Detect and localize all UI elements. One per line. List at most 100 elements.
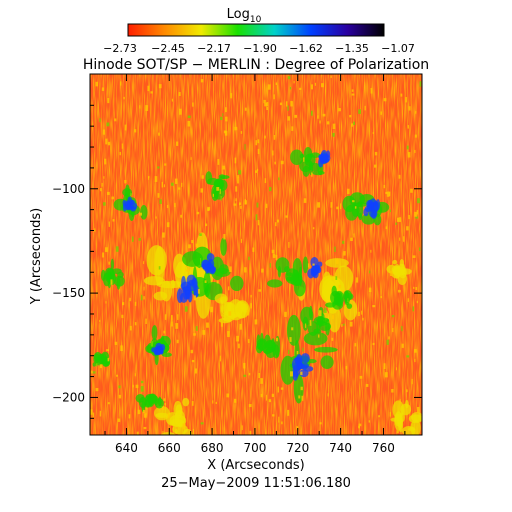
polarization-patch (100, 269, 106, 281)
texture-speck (135, 384, 139, 389)
polarization-patch (298, 266, 303, 287)
texture-speck (199, 258, 202, 265)
texture-speck (389, 412, 391, 417)
texture-speck (419, 247, 421, 251)
texture-speck (369, 270, 371, 274)
texture-speck (200, 79, 204, 83)
texture-speck (263, 99, 266, 104)
texture-speck (397, 289, 401, 293)
polarization-patch (230, 275, 244, 292)
texture-speck (162, 232, 165, 238)
texture-speck (207, 208, 210, 212)
texture-speck (134, 373, 136, 377)
texture-speck (124, 124, 127, 131)
texture-speck (95, 363, 98, 367)
texture-speck (191, 359, 195, 363)
polarization-patch (293, 373, 304, 404)
texture-speck (244, 198, 246, 205)
texture-speck (320, 83, 324, 88)
texture-speck (166, 222, 170, 228)
texture-speck (138, 238, 141, 241)
texture-speck (150, 91, 153, 94)
texture-speck (280, 387, 284, 390)
texture-speck (416, 198, 420, 204)
texture-speck (106, 349, 109, 352)
texture-speck (372, 132, 374, 135)
texture-speck (248, 404, 252, 408)
y-tick-label: −150 (52, 286, 85, 300)
colorbar: Log10 −2.73 −2.45 −2.17 −1.90 −1.62 −1.35 −1.0… (103, 7, 415, 55)
texture-speck (106, 122, 110, 127)
texture-speck (240, 238, 243, 243)
texture-speck (287, 76, 291, 80)
polarization-features (90, 75, 422, 435)
texture-speck (383, 363, 386, 370)
texture-speck (265, 203, 268, 208)
texture-speck (220, 195, 223, 201)
texture-speck (193, 333, 196, 336)
texture-speck (255, 140, 258, 146)
colorbar-tick-label: −2.45 (151, 42, 185, 55)
texture-speck (220, 116, 223, 121)
polarization-patch (346, 303, 353, 309)
polarization-patch (294, 278, 306, 297)
texture-speck (249, 430, 252, 435)
x-tick-label: 760 (372, 441, 395, 455)
texture-speck (257, 220, 260, 226)
texture-speck (100, 188, 102, 192)
texture-speck (119, 151, 122, 156)
texture-speck (250, 294, 252, 298)
texture-speck (158, 266, 161, 270)
texture-speck (94, 228, 96, 232)
texture-speck (254, 170, 258, 173)
y-tick-label: −200 (52, 390, 85, 404)
texture-speck (131, 236, 134, 242)
texture-speck (372, 305, 376, 308)
texture-speck (351, 93, 355, 96)
texture-speck (350, 237, 353, 242)
texture-speck (278, 416, 280, 423)
texture-speck (272, 150, 274, 156)
polarization-patch (129, 200, 136, 206)
texture-speck (129, 325, 132, 331)
polarization-patch (303, 365, 314, 372)
polarization-patch (180, 281, 192, 291)
texture-speck (202, 330, 206, 335)
texture-speck (157, 166, 160, 169)
texture-speck (119, 81, 122, 86)
texture-speck (201, 175, 204, 179)
polarization-patch (312, 170, 325, 176)
texture-speck (91, 370, 93, 374)
texture-speck (358, 425, 361, 429)
polarization-patch (214, 293, 228, 304)
texture-speck (180, 214, 183, 218)
texture-speck (170, 283, 172, 289)
texture-speck (398, 217, 402, 222)
texture-speck (269, 263, 271, 268)
texture-speck (195, 326, 198, 331)
texture-speck (167, 412, 170, 418)
texture-speck (365, 383, 369, 387)
texture-speck (398, 174, 401, 179)
texture-speck (184, 306, 188, 312)
texture-speck (107, 141, 111, 146)
texture-speck (318, 310, 322, 317)
texture-speck (343, 251, 346, 256)
texture-speck (143, 261, 145, 265)
polarization-patch (300, 306, 314, 326)
texture-speck (298, 395, 301, 399)
texture-speck (239, 323, 242, 330)
texture-speck (200, 267, 203, 270)
texture-speck (219, 188, 221, 194)
texture-speck (200, 188, 204, 193)
texture-speck (386, 339, 389, 345)
texture-speck (338, 284, 341, 289)
texture-speck (112, 219, 115, 222)
figure-title: Hinode SOT/SP − MERLIN : Degree of Polar… (83, 57, 429, 73)
texture-speck (101, 87, 105, 91)
texture-speck (296, 426, 299, 430)
texture-speck (223, 234, 226, 240)
texture-speck (289, 337, 292, 342)
texture-speck (332, 123, 336, 129)
texture-speck (229, 266, 232, 273)
